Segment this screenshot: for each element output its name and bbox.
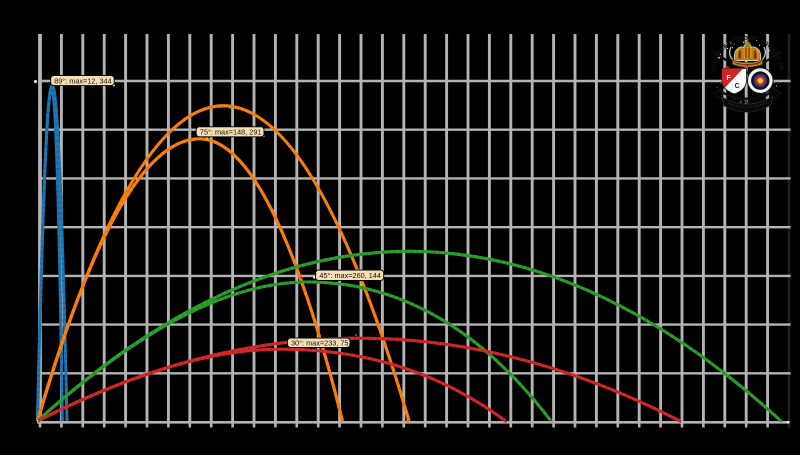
svg-text:C: C — [735, 83, 740, 90]
svg-text:30°: max=233, 75: 30°: max=233, 75 — [291, 339, 348, 348]
svg-text:F: F — [727, 75, 732, 82]
svg-text:89°: max=12, 344: 89°: max=12, 344 — [54, 76, 111, 85]
svg-text:75°: max=148, 291: 75°: max=148, 291 — [200, 128, 262, 137]
svg-text:45°: max=260, 144: 45°: max=260, 144 — [319, 271, 381, 280]
